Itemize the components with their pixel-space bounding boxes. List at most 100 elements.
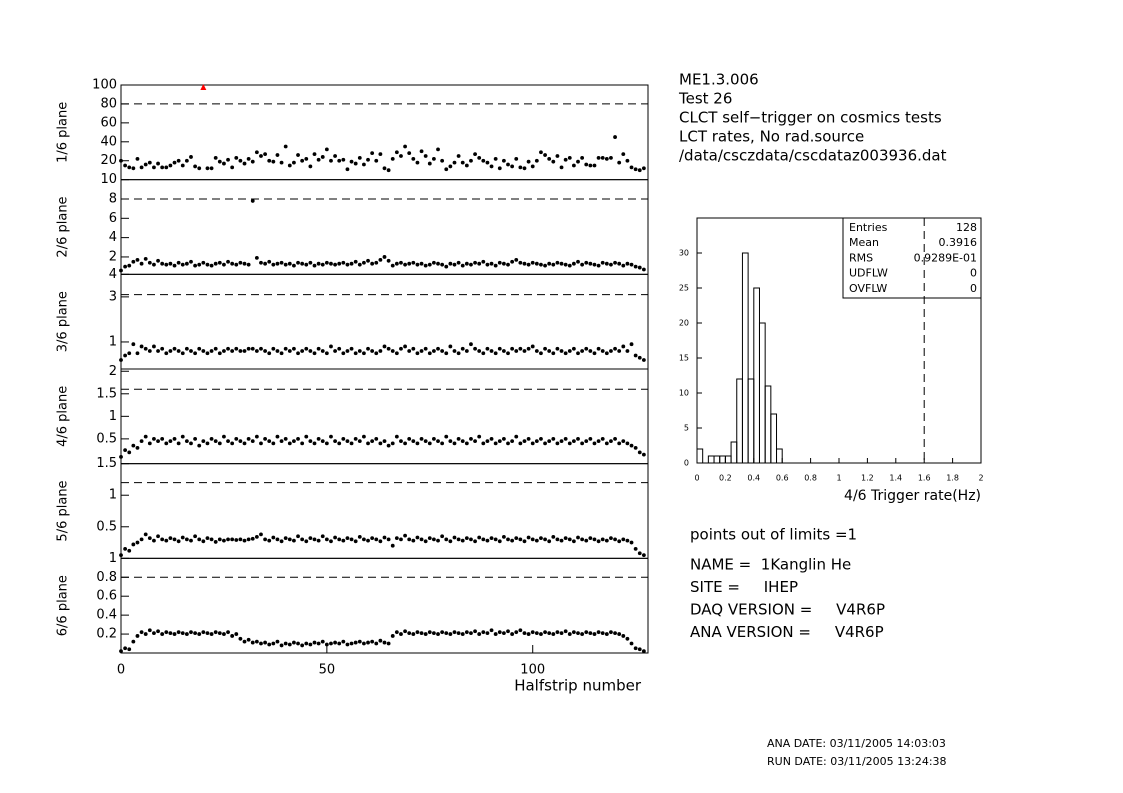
data-point: [349, 261, 354, 266]
data-point: [300, 158, 305, 163]
data-point: [230, 537, 235, 542]
data-point: [135, 257, 140, 262]
data-point: [580, 349, 585, 353]
data-point: [543, 441, 547, 446]
data-point: [423, 632, 428, 636]
y-tick-label: 1.5: [96, 386, 117, 401]
data-point: [489, 261, 494, 266]
data-point: [604, 261, 609, 266]
data-point: [316, 346, 321, 351]
data-point: [222, 262, 226, 267]
data-point: [547, 261, 552, 266]
data-point: [464, 349, 469, 353]
data-point: [489, 164, 494, 169]
data-point: [600, 349, 605, 353]
x-tick-label: 100: [520, 663, 545, 678]
data-point: [592, 632, 597, 636]
data-point: [135, 156, 140, 161]
data-point: [407, 631, 412, 636]
data-point: [621, 439, 626, 444]
data-point: [493, 351, 498, 356]
data-point: [613, 537, 617, 542]
data-point: [567, 349, 572, 353]
out-of-limits: points out of limits =1: [690, 526, 857, 544]
y-tick-label: 30: [679, 249, 689, 258]
data-point: [588, 536, 593, 541]
data-point: [180, 262, 185, 267]
data-point: [390, 543, 395, 548]
data-point: [320, 534, 325, 539]
data-point: [308, 164, 313, 169]
data-point: [580, 262, 585, 267]
data-point: [250, 346, 255, 351]
data-point: [571, 163, 576, 168]
data-point: [514, 434, 519, 439]
data-point: [563, 436, 568, 441]
data-point: [143, 346, 148, 351]
data-point: [259, 532, 263, 537]
data-point: [279, 160, 284, 165]
data-point: [230, 349, 235, 353]
data-point: [197, 537, 202, 542]
data-point: [571, 439, 576, 444]
data-point: [427, 351, 432, 356]
data-point: [184, 158, 189, 163]
data-point: [637, 551, 642, 556]
data-point: [353, 161, 358, 166]
data-point: [633, 445, 638, 450]
data-point: [353, 539, 358, 544]
data-point: [135, 445, 140, 450]
y-axis-label: 4/6 plane: [56, 386, 71, 447]
data-point: [320, 155, 325, 159]
data-point: [193, 436, 198, 441]
data-point: [555, 537, 560, 542]
data-point: [263, 640, 268, 645]
data-point: [213, 261, 218, 266]
data-point: [205, 536, 210, 541]
data-point: [304, 262, 309, 267]
data-point: [378, 441, 383, 446]
data-point: [436, 346, 440, 351]
x-tick-label: 50: [319, 663, 336, 678]
data-point: [176, 260, 181, 265]
data-point: [580, 155, 585, 160]
data-point: [473, 152, 477, 157]
data-point: [127, 647, 132, 652]
data-point: [362, 434, 366, 439]
data-point: [135, 634, 140, 638]
data-point: [184, 261, 189, 266]
data-point: [222, 349, 226, 353]
data-point: [312, 263, 317, 268]
data-point: [374, 351, 379, 356]
data-point: [386, 641, 391, 646]
data-point: [576, 351, 580, 356]
data-point: [172, 346, 177, 351]
data-point: [263, 152, 268, 157]
data-point: [456, 537, 461, 542]
data-point: [407, 349, 412, 353]
data-point: [180, 163, 185, 168]
data-point: [436, 261, 440, 266]
data-point: [209, 537, 214, 542]
data-point: [637, 168, 642, 173]
data-point: [621, 537, 626, 542]
x-tick-label: 1: [836, 474, 841, 483]
data-point: [485, 160, 490, 165]
data-point: [452, 349, 457, 353]
data-point: [316, 641, 321, 646]
data-point: [234, 632, 239, 636]
data-point: [349, 159, 354, 164]
data-point: [180, 631, 185, 636]
data-point: [242, 349, 247, 353]
data-point: [357, 534, 362, 539]
data-point: [353, 436, 358, 441]
data-point: [403, 441, 407, 446]
data-point: [271, 441, 276, 446]
data-point: [588, 163, 593, 168]
data-point: [518, 346, 523, 351]
data-point: [193, 534, 198, 539]
data-point: [197, 632, 202, 636]
data-point: [580, 441, 585, 446]
data-point: [382, 535, 387, 540]
